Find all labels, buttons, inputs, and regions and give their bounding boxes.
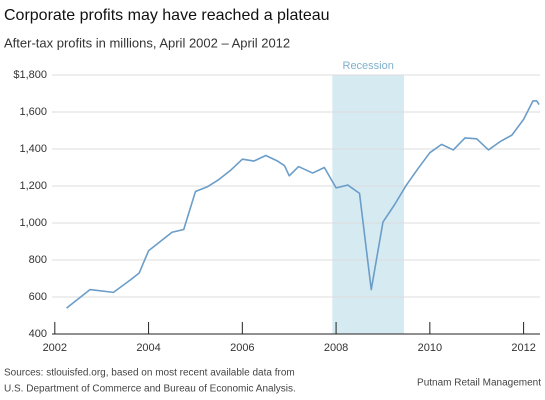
chart-subtitle: After-tax profits in millions, April 200… [4, 35, 290, 50]
recession-label: Recession [343, 60, 394, 72]
x-tick-label: 2002 [43, 342, 67, 354]
y-tick-label: 1,400 [19, 143, 47, 155]
y-tick-label: 1,200 [19, 180, 47, 192]
y-tick-label: 400 [29, 328, 47, 340]
source-note: U.S. Department of Commerce and Bureau o… [4, 384, 296, 395]
credit: Putnam Retail Management [417, 378, 541, 389]
y-tick-label: 1,000 [19, 217, 47, 229]
x-tick-label: 2012 [511, 342, 535, 354]
x-tick-label: 2010 [418, 342, 442, 354]
x-tick-label: 2008 [324, 342, 348, 354]
y-tick-label: $1,800 [13, 69, 47, 81]
y-tick-label: 800 [29, 254, 47, 266]
chart-title: Corporate profits may have reached a pla… [4, 7, 330, 24]
y-tick-label: 600 [29, 291, 47, 303]
x-tick-label: 2006 [230, 342, 254, 354]
data-line [66, 100, 540, 309]
source-note: Sources: stlouisfed.org, based on most r… [4, 368, 295, 379]
x-tick-label: 2004 [136, 342, 160, 354]
recession-band [332, 75, 405, 334]
y-tick-label: 1,600 [19, 106, 47, 118]
